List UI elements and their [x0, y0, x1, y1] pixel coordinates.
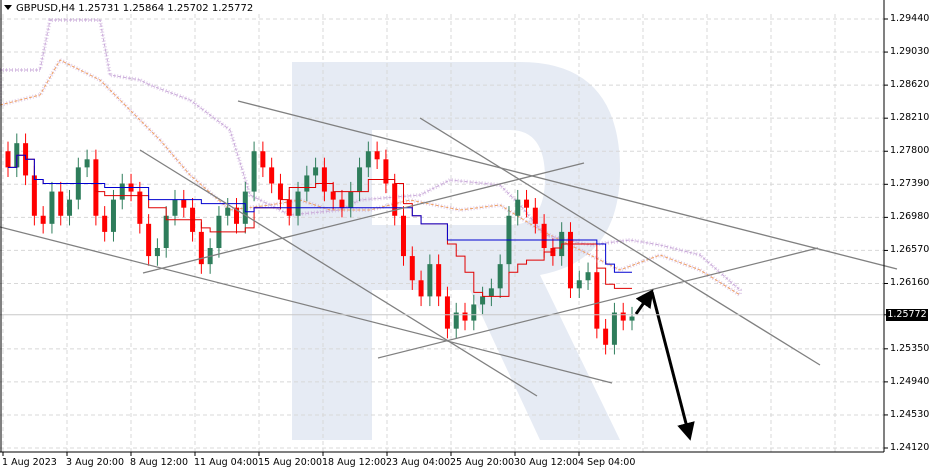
- price-tick-label: 1.24940: [890, 375, 930, 387]
- price-tick-label: 1.29440: [890, 13, 930, 24]
- trendline: [377, 247, 819, 359]
- candle-body: [234, 207, 240, 224]
- candle-body: [594, 272, 600, 329]
- candle-body: [348, 191, 354, 208]
- candle-body: [629, 316, 635, 321]
- candle-body: [453, 312, 459, 329]
- time-tick-label: 23 Aug 04:00: [386, 457, 451, 468]
- candle-body: [480, 296, 486, 305]
- candle-body: [374, 151, 380, 160]
- candle-body: [225, 207, 231, 216]
- candle-body: [392, 183, 398, 216]
- candle-body: [585, 272, 591, 281]
- candle-body: [462, 312, 468, 321]
- price-tick-label: 1.29030: [890, 46, 930, 58]
- price-tick-label: 1.26980: [890, 211, 930, 223]
- candle-body: [427, 264, 433, 297]
- price-tick-label: 1.25350: [890, 342, 930, 354]
- time-tick-label: 18 Aug 12:00: [322, 457, 387, 468]
- candle-body: [172, 199, 178, 216]
- candle-body: [67, 199, 73, 216]
- candle-body: [146, 223, 152, 257]
- candle-body: [603, 328, 609, 345]
- price-tick-label: 1.24530: [890, 408, 930, 420]
- candle-body: [269, 167, 275, 184]
- time-tick-label: 8 Aug 12:00: [130, 457, 189, 468]
- tenkan-sen-line: [8, 154, 632, 297]
- candle-body: [567, 231, 573, 289]
- candle-body: [304, 175, 310, 192]
- candle-body: [31, 175, 37, 216]
- candle-body: [532, 207, 538, 224]
- candle-body: [357, 167, 363, 192]
- trendline: [139, 149, 538, 397]
- candle-body: [154, 248, 160, 257]
- candle-body: [515, 199, 521, 216]
- candle-body: [383, 159, 389, 184]
- time-tick-label: 25 Aug 20:00: [450, 457, 515, 468]
- kijun-sen-line: [8, 154, 632, 273]
- candle-body: [119, 183, 125, 200]
- price-tick-label: 1.27390: [890, 178, 930, 190]
- time-tick-label: 1 Aug 2023: [2, 457, 57, 468]
- candle-body: [620, 312, 626, 321]
- price-tick-label: 1.26160: [890, 277, 930, 289]
- candle-body: [102, 215, 108, 232]
- candle-body: [84, 159, 90, 168]
- candle-body: [339, 199, 345, 208]
- price-tick-label: 1.28620: [890, 79, 930, 91]
- candle-body: [49, 191, 55, 224]
- arrow-down-target: [650, 291, 695, 441]
- candle-body: [277, 183, 283, 200]
- candle-body: [330, 191, 336, 200]
- candle-body: [576, 280, 582, 289]
- candle-body: [260, 151, 266, 168]
- candle-body: [409, 256, 415, 281]
- time-tick-label: 3 Aug 20:00: [66, 457, 125, 468]
- candle-body: [497, 264, 503, 289]
- senkou-span-b: [0, 19, 741, 291]
- candle-body: [524, 199, 530, 208]
- candle-body: [436, 264, 442, 297]
- time-tick-label: 30 Aug 12:00: [514, 457, 579, 468]
- candle-body: [198, 231, 204, 265]
- candle-body: [58, 191, 64, 216]
- candle-body: [488, 288, 494, 297]
- candle-body: [418, 280, 424, 297]
- price-tick-label: 1.24120: [890, 442, 930, 453]
- candle-body: [313, 167, 319, 176]
- candle-body: [295, 191, 301, 216]
- candle-body: [471, 304, 477, 321]
- trendline: [237, 100, 898, 270]
- current-price-label: 1.25772: [886, 308, 928, 321]
- candle-body: [5, 151, 11, 168]
- time-tick-label: 4 Sep 04:00: [578, 457, 636, 468]
- trendline: [142, 162, 585, 274]
- candle-body: [541, 223, 547, 249]
- candle-body: [40, 215, 46, 224]
- time-tick-label: 15 Aug 20:00: [258, 457, 323, 468]
- price-tick-label: 1.26570: [890, 244, 930, 256]
- candle-body: [251, 151, 257, 192]
- candle-body: [137, 191, 143, 224]
- senkou-span-a: [0, 59, 741, 296]
- time-tick-label: 11 Aug 04:00: [194, 457, 259, 468]
- trendline: [0, 226, 613, 384]
- price-tick-label: 1.28210: [890, 112, 930, 124]
- arrow-up-retest: [634, 289, 654, 315]
- candle-body: [365, 151, 371, 168]
- candle-body: [110, 199, 116, 232]
- candle-body: [321, 167, 327, 192]
- price-tick-label: 1.27800: [890, 145, 930, 157]
- candle-body: [163, 215, 169, 249]
- candle-body: [444, 296, 450, 329]
- candle-body: [611, 312, 617, 345]
- chart-title: GBPUSD,H4 1.25731 1.25864 1.25702 1.2577…: [4, 3, 253, 14]
- dropdown-triangle-icon[interactable]: [4, 5, 12, 10]
- candle-body: [400, 215, 406, 257]
- trendline: [419, 117, 821, 366]
- candle-body: [181, 199, 187, 208]
